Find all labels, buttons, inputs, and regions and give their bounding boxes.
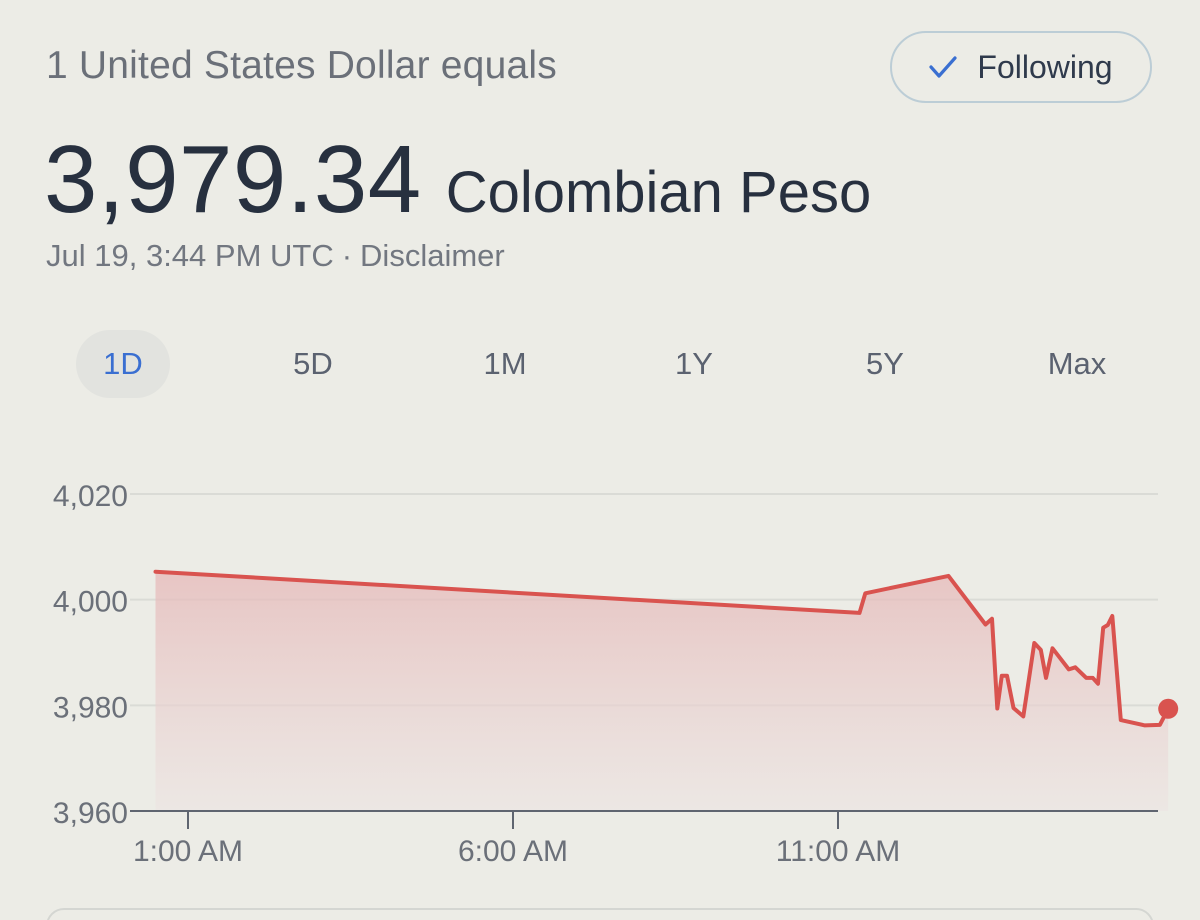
current-value-dot <box>1158 698 1179 719</box>
data-point <box>1051 646 1055 650</box>
data-point <box>1158 723 1162 727</box>
data-point <box>1084 676 1088 680</box>
data-point <box>1096 682 1100 686</box>
disclaimer-link[interactable]: Disclaimer <box>360 238 505 273</box>
data-point <box>984 623 988 627</box>
tab-1m[interactable]: 1M <box>483 346 527 381</box>
data-point <box>990 617 994 621</box>
data-point <box>1143 723 1147 727</box>
range-tabs: 1D 5D 1M 1Y 5Y Max <box>0 330 1200 400</box>
data-point <box>1000 674 1004 678</box>
following-button[interactable]: Following <box>890 31 1152 103</box>
x-tick-label: 1:00 AM <box>133 835 243 868</box>
conversion-intro: 1 United States Dollar equals <box>46 44 557 87</box>
rate-value: 3,979.34 <box>44 126 422 233</box>
following-label: Following <box>977 48 1113 85</box>
meta-separator: · <box>341 238 353 273</box>
y-tick-label: 4,000 <box>53 586 128 619</box>
check-icon <box>929 55 958 79</box>
next-card-edge <box>46 908 1154 920</box>
data-point <box>1067 667 1071 671</box>
rate-timestamp: Jul 19, 3:44 PM UTC <box>46 238 334 273</box>
x-tick-label: 11:00 AM <box>776 835 901 868</box>
series-line <box>153 569 1171 728</box>
data-point <box>1044 676 1048 680</box>
rate-meta: Jul 19, 3:44 PM UTC · Disclaimer <box>46 238 505 274</box>
series-area <box>155 571 1169 811</box>
rate-currency: Colombian Peso <box>445 160 872 225</box>
data-point <box>154 570 158 574</box>
data-point <box>995 707 999 711</box>
tab-max[interactable]: Max <box>1047 346 1107 381</box>
data-point <box>1101 626 1105 630</box>
data-point <box>858 611 862 615</box>
data-point <box>863 591 867 595</box>
data-point <box>1021 714 1025 718</box>
data-point <box>1057 655 1061 659</box>
data-point <box>1119 718 1123 722</box>
x-tick-label: 6:00 AM <box>458 835 568 868</box>
data-point <box>1039 648 1043 652</box>
data-point <box>1012 706 1016 710</box>
data-point <box>1073 665 1077 669</box>
data-point <box>1026 681 1030 685</box>
y-tick-label: 4,020 <box>53 480 128 513</box>
tab-1y[interactable]: 1Y <box>675 346 713 381</box>
exchange-rate-chart: 4,020 4,000 3,980 3,960 1:00 AM 6:00 AM 11:00 … <box>0 440 1200 880</box>
data-point <box>947 574 951 578</box>
data-point <box>1005 674 1009 678</box>
data-point <box>1106 623 1110 627</box>
exchange-rate: 3,979.34 Colombian Peso <box>44 125 871 235</box>
data-point <box>1110 614 1114 618</box>
tab-1d[interactable]: 1D <box>76 330 170 398</box>
y-tick-label: 3,960 <box>53 797 128 830</box>
data-point <box>1091 676 1095 680</box>
tab-5d[interactable]: 5D <box>293 346 333 381</box>
data-point <box>1032 641 1036 645</box>
tab-5y[interactable]: 5Y <box>866 346 904 381</box>
y-tick-label: 3,980 <box>53 691 128 724</box>
